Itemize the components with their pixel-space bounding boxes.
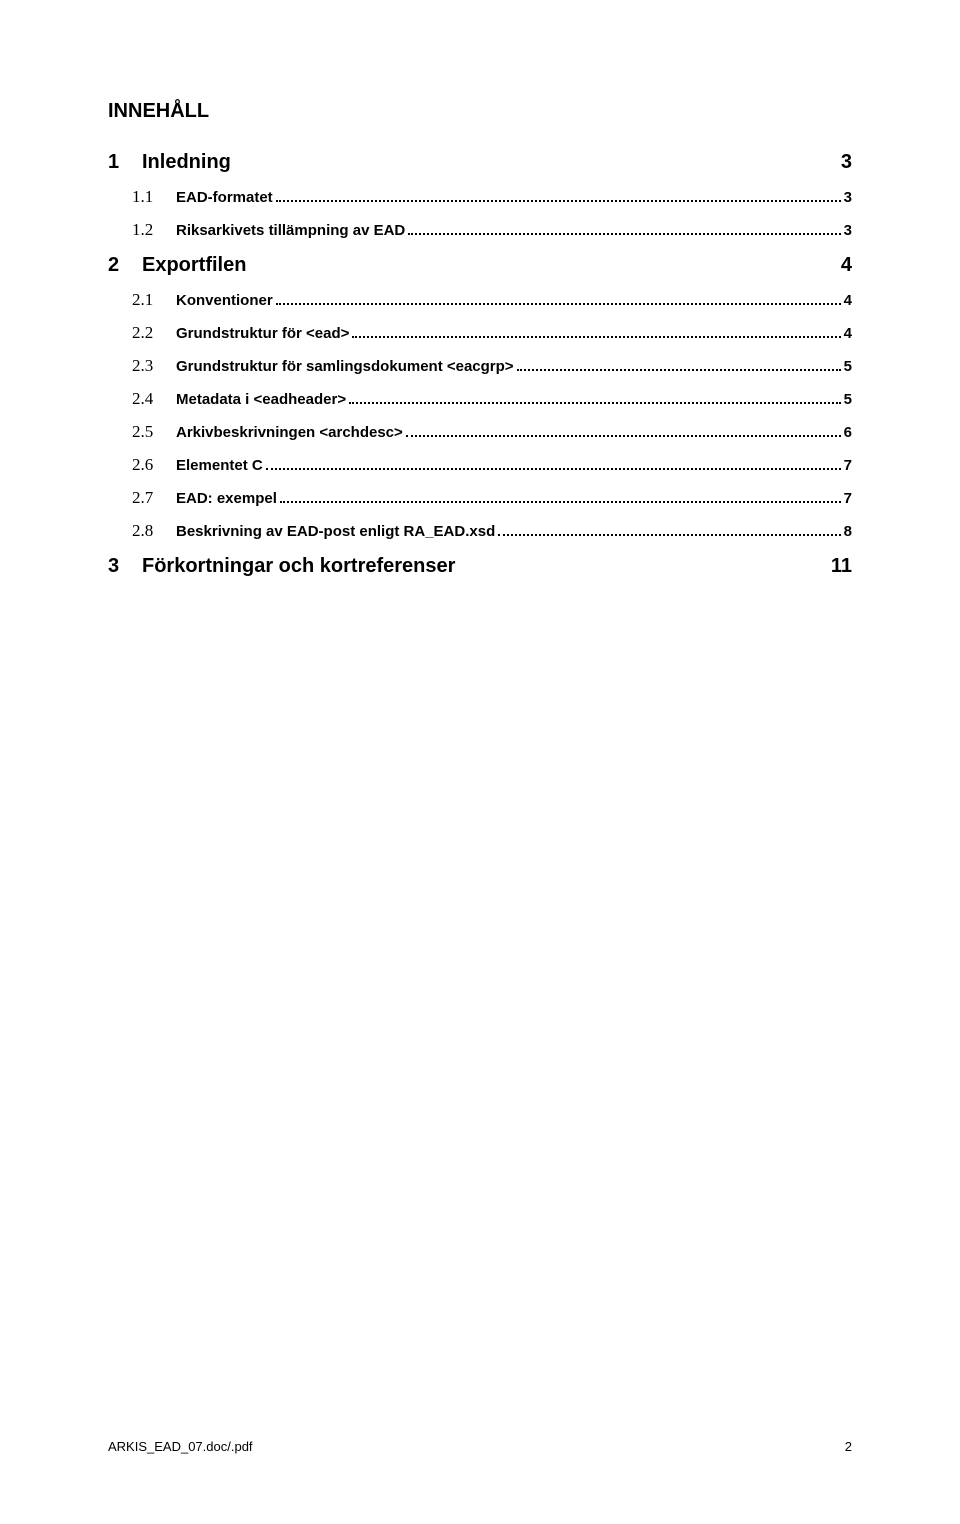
toc-leader-dots: [352, 336, 840, 338]
toc-entry: 1.2Riksarkivets tillämpning av EAD 3: [108, 220, 852, 240]
toc-entry-number: 2.2: [132, 323, 176, 343]
toc-entry-number: 2.6: [132, 455, 176, 475]
footer-filename: ARKIS_EAD_07.doc/.pdf: [108, 1439, 253, 1454]
toc-section-heading: 1Inledning 3: [108, 151, 852, 174]
toc-leader-dots: [266, 468, 841, 470]
toc-leader-dots: [276, 200, 841, 202]
toc-entry-page: 6: [844, 424, 852, 441]
toc-entry-number: 1.2: [132, 220, 176, 240]
toc-leader-dots: [498, 534, 840, 536]
toc-section-number: 3: [108, 555, 142, 578]
footer-page-number: 2: [845, 1439, 852, 1454]
toc-section-page: 11: [831, 555, 852, 578]
toc-leader-dots: [276, 303, 841, 305]
toc-entry: 2.4Metadata i <eadheader> 5: [108, 389, 852, 409]
toc-entry: 2.8Beskrivning av EAD-post enligt RA_EAD…: [108, 521, 852, 541]
toc-section-heading: 2Exportfilen 4: [108, 254, 852, 277]
toc-entry-page: 7: [844, 457, 852, 474]
toc-entry-label: Beskrivning av EAD-post enligt RA_EAD.xs…: [176, 523, 495, 540]
toc-entry-label: Riksarkivets tillämpning av EAD: [176, 222, 405, 239]
toc-entry-label: Elementet C: [176, 457, 263, 474]
toc-section-label: Inledning: [142, 151, 833, 174]
toc-entry: 2.1Konventioner 4: [108, 290, 852, 310]
toc-entry: 2.5Arkivbeskrivningen <archdesc> 6: [108, 422, 852, 442]
toc-section-number: 2: [108, 254, 142, 277]
toc-entry: 2.6Elementet C 7: [108, 455, 852, 475]
toc-entry-number: 2.4: [132, 389, 176, 409]
toc-entry-number: 2.1: [132, 290, 176, 310]
toc-entry-number: 2.5: [132, 422, 176, 442]
toc-entry: 1.1EAD-formatet 3: [108, 187, 852, 207]
table-of-contents: 1Inledning31.1EAD-formatet31.2Riksarkive…: [108, 151, 852, 578]
toc-entry-label: Grundstruktur för samlingsdokument <eacg…: [176, 358, 514, 375]
toc-entry-page: 7: [844, 490, 852, 507]
toc-entry-page: 4: [844, 292, 852, 309]
toc-entry-page: 3: [844, 189, 852, 206]
toc-entry-page: 3: [844, 222, 852, 239]
toc-entry-number: 2.8: [132, 521, 176, 541]
toc-leader-dots: [406, 435, 841, 437]
toc-entry-number: 1.1: [132, 187, 176, 207]
toc-entry: 2.2Grundstruktur för <ead> 4: [108, 323, 852, 343]
toc-section-heading: 3Förkortningar och kortreferenser 11: [108, 555, 852, 578]
toc-entry-page: 8: [844, 523, 852, 540]
toc-entry-page: 5: [844, 391, 852, 408]
toc-entry-page: 5: [844, 358, 852, 375]
toc-entry-label: Arkivbeskrivningen <archdesc>: [176, 424, 403, 441]
page-footer: ARKIS_EAD_07.doc/.pdf 2: [108, 1439, 852, 1454]
toc-leader-dots: [349, 402, 841, 404]
toc-entry-label: Grundstruktur för <ead>: [176, 325, 349, 342]
toc-entry-number: 2.7: [132, 488, 176, 508]
toc-entry-page: 4: [844, 325, 852, 342]
toc-entry: 2.3Grundstruktur för samlingsdokument <e…: [108, 356, 852, 376]
toc-leader-dots: [280, 501, 841, 503]
toc-entry-label: Konventioner: [176, 292, 273, 309]
toc-section-label: Förkortningar och kortreferenser: [142, 555, 823, 578]
toc-section-page: 4: [841, 254, 852, 277]
toc-section-label: Exportfilen: [142, 254, 833, 277]
toc-title: INNEHÅLL: [108, 100, 852, 123]
toc-entry: 2.7EAD: exempel 7: [108, 488, 852, 508]
toc-entry-label: EAD: exempel: [176, 490, 277, 507]
toc-section-number: 1: [108, 151, 142, 174]
toc-leader-dots: [408, 233, 840, 235]
toc-leader-dots: [517, 369, 841, 371]
toc-entry-label: EAD-formatet: [176, 189, 273, 206]
toc-section-page: 3: [841, 151, 852, 174]
toc-entry-label: Metadata i <eadheader>: [176, 391, 346, 408]
toc-entry-number: 2.3: [132, 356, 176, 376]
